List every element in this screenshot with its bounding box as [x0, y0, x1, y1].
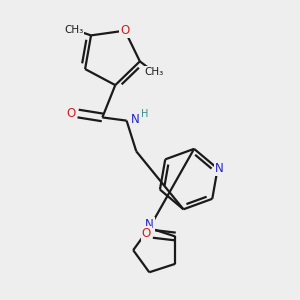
Text: CH₃: CH₃	[64, 25, 83, 34]
Text: O: O	[142, 227, 151, 240]
Text: N: N	[145, 218, 154, 231]
Text: N: N	[215, 162, 224, 175]
Text: O: O	[66, 107, 76, 120]
Text: CH₃: CH₃	[145, 67, 164, 77]
Text: H: H	[141, 109, 148, 118]
Text: O: O	[120, 24, 130, 37]
Text: N: N	[130, 113, 139, 126]
